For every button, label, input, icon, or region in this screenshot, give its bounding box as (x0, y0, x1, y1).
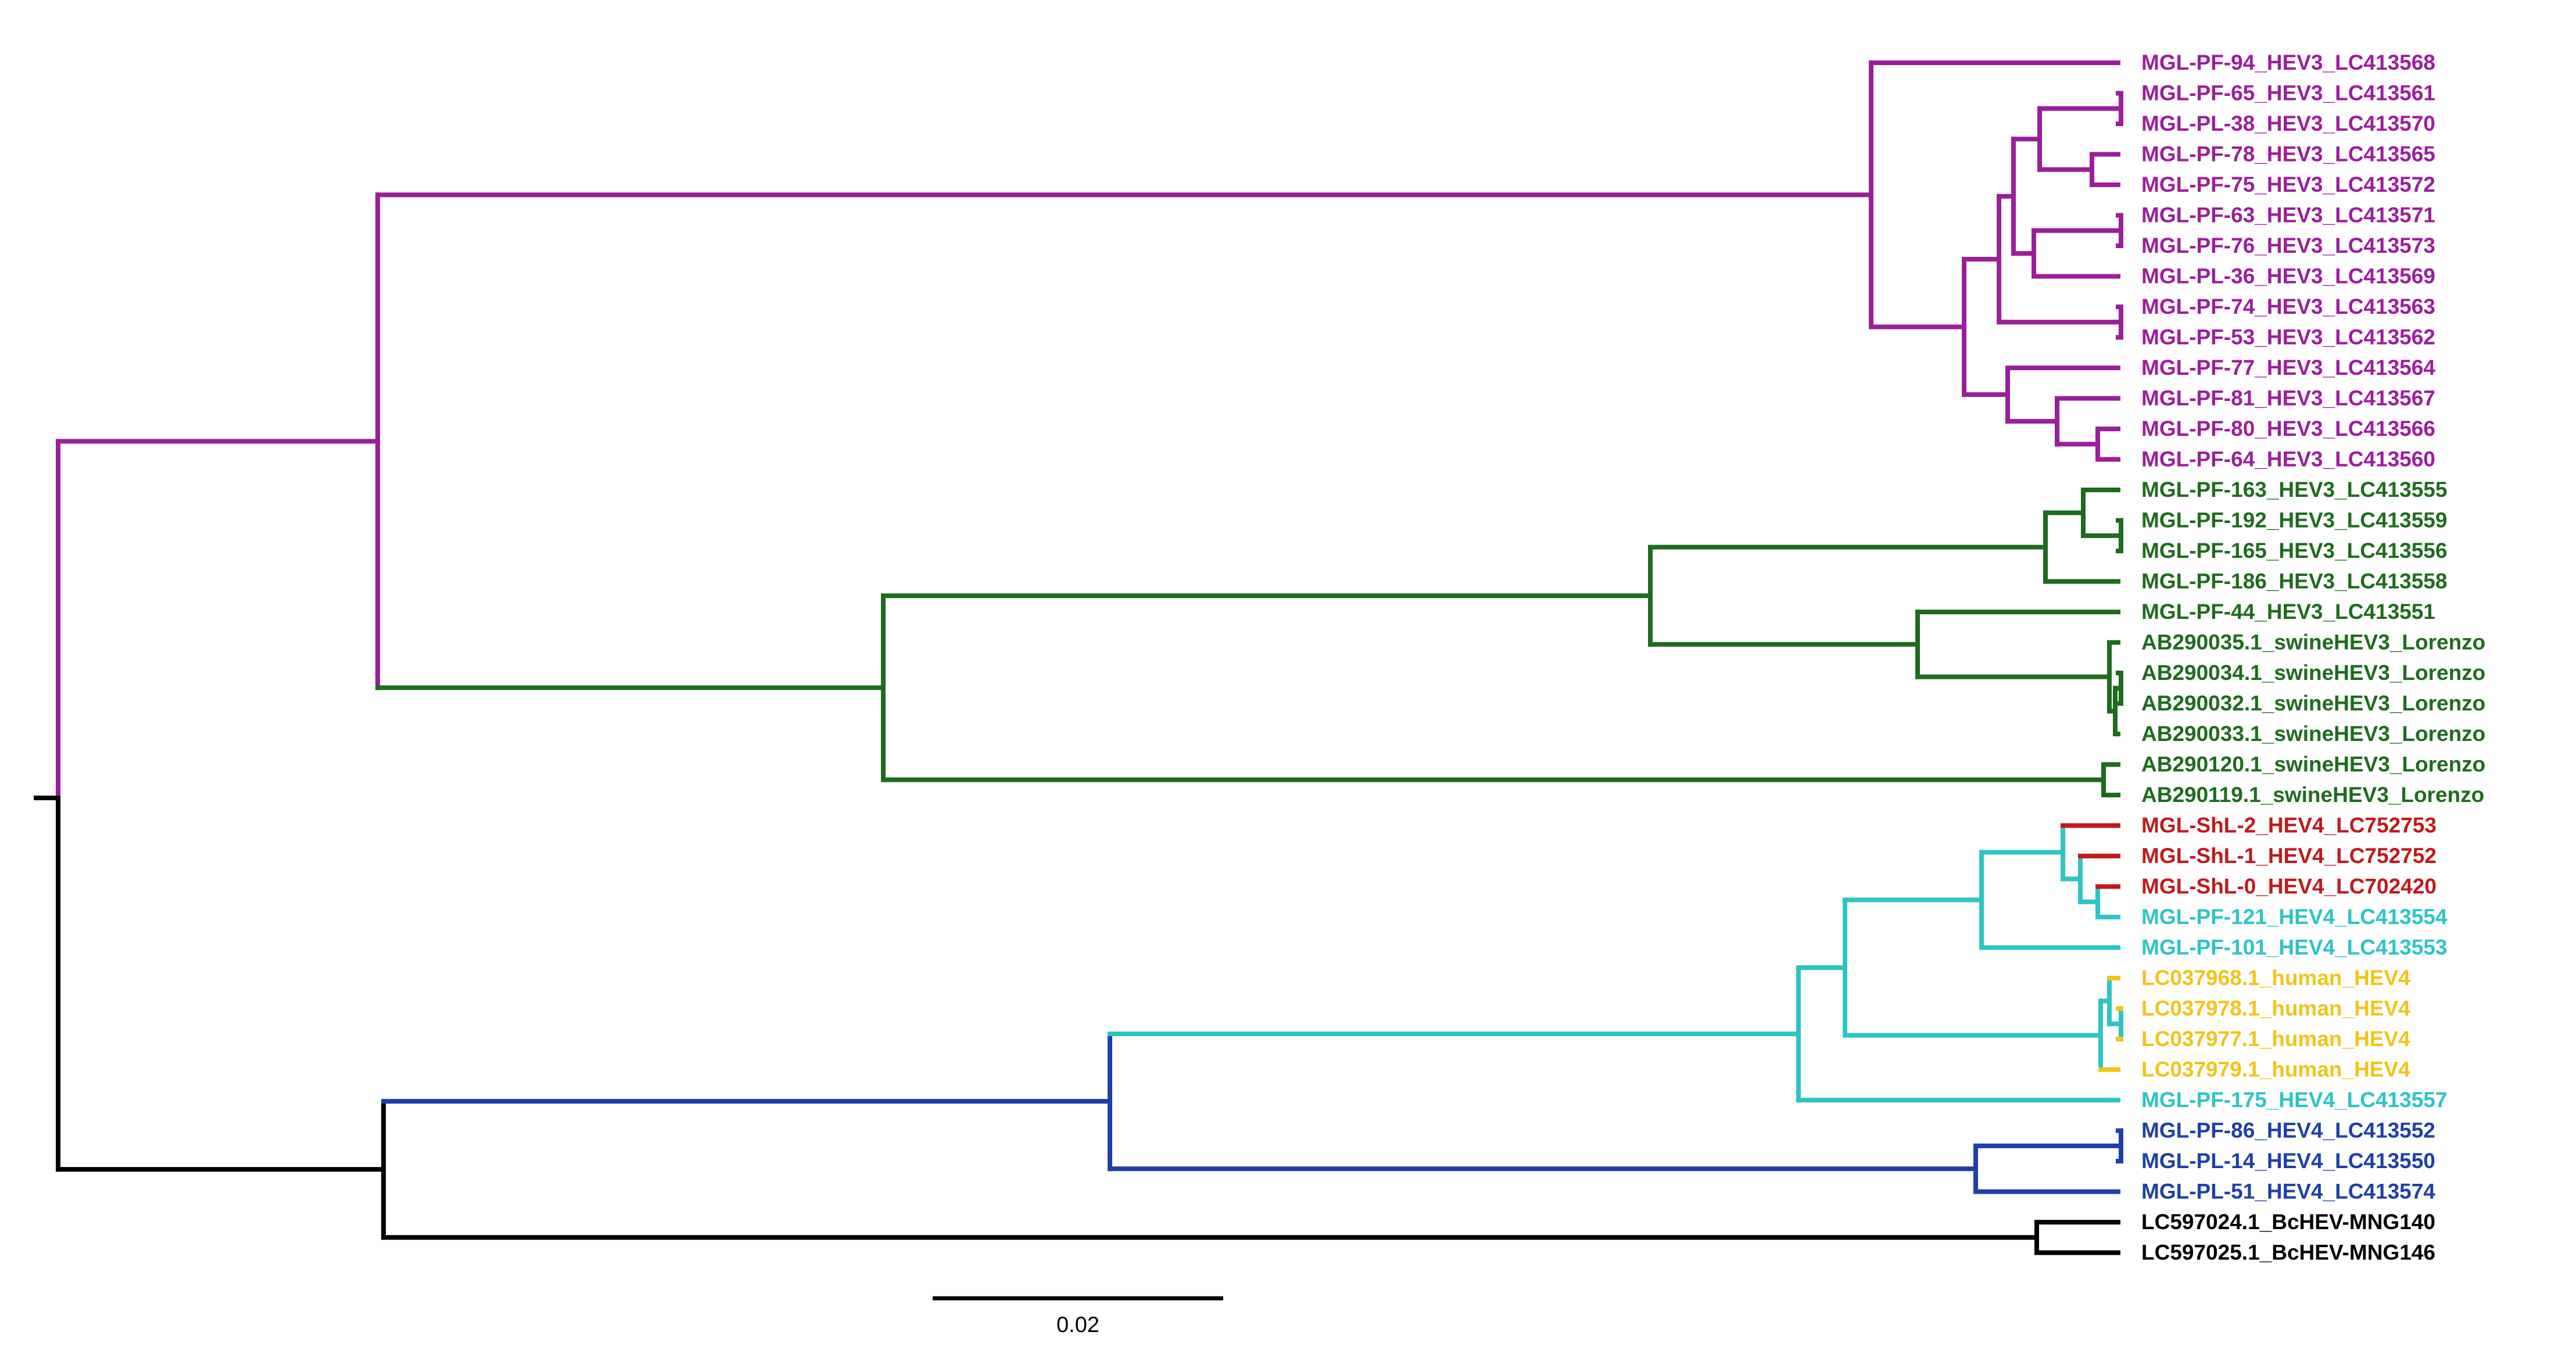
leaf-label: MGL-PF-165_HEV3_LC413556 (2141, 539, 2447, 563)
leaf-label: MGL-PF-175_HEV4_LC413557 (2141, 1088, 2447, 1112)
leaf-label: LC037968.1_human_HEV4 (2141, 966, 2410, 990)
leaf-label: LC037979.1_human_HEV4 (2141, 1057, 2410, 1081)
leaf-label: MGL-PL-38_HEV3_LC413570 (2141, 112, 2435, 135)
leaf-label: MGL-PF-75_HEV3_LC413572 (2141, 173, 2435, 196)
leaf-label: MGL-PF-86_HEV4_LC413552 (2141, 1118, 2435, 1142)
leaf-label: LC037977.1_human_HEV4 (2141, 1027, 2410, 1051)
leaf-label: MGL-PF-44_HEV3_LC413551 (2141, 600, 2435, 624)
leaf-label: MGL-ShL-1_HEV4_LC752752 (2141, 844, 2437, 868)
leaf-label: MGL-PF-65_HEV3_LC413561 (2141, 81, 2435, 105)
leaf-label: MGL-PF-78_HEV3_LC413565 (2141, 142, 2435, 166)
leaf-label: MGL-PF-80_HEV3_LC413566 (2141, 417, 2435, 441)
scale-bar: 0.02 (933, 1296, 1223, 1337)
leaf-label: MGL-PF-63_HEV3_LC413571 (2141, 203, 2435, 227)
leaf-label: MGL-PF-101_HEV4_LC413553 (2141, 935, 2447, 959)
scale-bar-label: 0.02 (1056, 1313, 1099, 1337)
leaf-label: MGL-ShL-2_HEV4_LC752753 (2141, 813, 2437, 837)
leaf-label: MGL-PF-121_HEV4_LC413554 (2141, 905, 2448, 929)
leaf-label: AB290034.1_swineHEV3_Lorenzo (2141, 661, 2485, 685)
leaf-label: MGL-PF-186_HEV3_LC413558 (2141, 569, 2447, 593)
leaf-label: MGL-PL-36_HEV3_LC413569 (2141, 264, 2435, 288)
leaf-label: AB290120.1_swineHEV3_Lorenzo (2141, 752, 2485, 776)
leaf-label: MGL-PF-64_HEV3_LC413560 (2141, 447, 2435, 471)
leaf-label: LC597025.1_BcHEV-MNG146 (2141, 1240, 2435, 1264)
leaf-label: MGL-PL-51_HEV4_LC413574 (2141, 1179, 2435, 1203)
leaf-label: AB290032.1_swineHEV3_Lorenzo (2141, 691, 2485, 715)
leaf-label: AB290033.1_swineHEV3_Lorenzo (2141, 722, 2485, 746)
leaf-label: MGL-PL-14_HEV4_LC413550 (2141, 1149, 2435, 1173)
leaf-label: LC597024.1_BcHEV-MNG140 (2141, 1210, 2435, 1234)
leaf-label: LC037978.1_human_HEV4 (2141, 996, 2410, 1020)
leaf-label: MGL-PF-192_HEV3_LC413559 (2141, 508, 2447, 532)
leaf-label: MGL-PF-76_HEV3_LC413573 (2141, 234, 2435, 257)
leaf-label: MGL-PF-74_HEV3_LC413563 (2141, 295, 2435, 318)
tree-branches (34, 60, 2123, 1255)
leaf-label: AB290119.1_swineHEV3_Lorenzo (2141, 783, 2484, 807)
leaf-label: MGL-PF-94_HEV3_LC413568 (2141, 51, 2435, 74)
leaf-label: MGL-PF-77_HEV3_LC413564 (2141, 356, 2435, 379)
leaf-label: MGL-PF-53_HEV3_LC413562 (2141, 325, 2435, 349)
leaf-label: MGL-PF-163_HEV3_LC413555 (2141, 478, 2447, 502)
leaf-label: MGL-ShL-0_HEV4_LC702420 (2141, 874, 2437, 898)
leaf-label: MGL-PF-81_HEV3_LC413567 (2141, 386, 2435, 410)
leaf-label: AB290035.1_swineHEV3_Lorenzo (2141, 630, 2485, 654)
leaf-labels: MGL-PF-94_HEV3_LC413568 MGL-PF-65_HEV3_LC… (2141, 51, 2485, 1265)
